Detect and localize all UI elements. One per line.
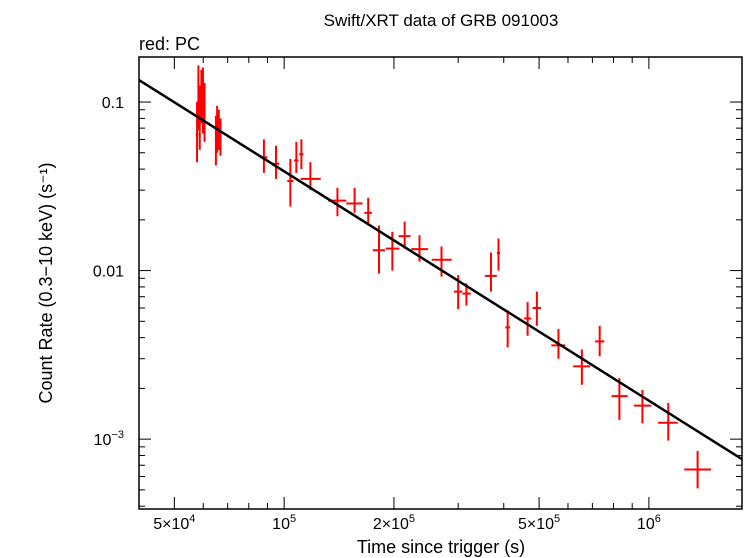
y-tick-labels: 0.1 0.01 10−3 xyxy=(93,95,124,449)
data-point xyxy=(398,221,411,249)
data-point xyxy=(496,238,501,271)
data-point xyxy=(203,82,206,142)
data-point xyxy=(658,402,678,441)
data-point xyxy=(195,102,199,163)
data-point xyxy=(524,302,531,336)
data-point xyxy=(364,197,372,224)
data-point xyxy=(573,349,591,385)
x-tick-label: 5×105 xyxy=(518,513,560,533)
data-point xyxy=(431,246,452,277)
data-point xyxy=(633,389,652,424)
x-tick-label: 106 xyxy=(637,513,661,533)
data-point xyxy=(300,162,321,191)
fit-line-layer xyxy=(138,79,743,461)
data-point xyxy=(611,378,628,420)
data-point xyxy=(219,118,222,156)
data-point xyxy=(505,310,510,348)
data-point xyxy=(484,252,497,292)
data-point xyxy=(272,145,280,179)
chart-title: Swift/XRT data of GRB 091003 xyxy=(324,11,559,30)
data-point xyxy=(294,141,299,173)
fit-line xyxy=(138,79,743,461)
axis-ticks xyxy=(138,57,742,509)
data-point xyxy=(532,291,541,326)
y-tick-label: 0.1 xyxy=(102,95,124,112)
x-tick-labels: 5×104 105 2×105 5×105 106 xyxy=(153,513,661,533)
data-point xyxy=(287,158,294,207)
y-tick-label: 10−3 xyxy=(94,429,124,449)
y-axis-label: Count Rate (0.3−10 keV) (s⁻¹) xyxy=(36,162,56,403)
x-tick-label: 105 xyxy=(272,513,296,533)
data-point xyxy=(595,325,605,357)
plot-frame xyxy=(138,56,743,510)
x-tick-label: 5×104 xyxy=(153,513,195,533)
data-point xyxy=(299,139,304,170)
data-point xyxy=(372,225,385,274)
data-point xyxy=(684,451,711,489)
data-point xyxy=(346,187,363,213)
x-tick-label: 2×105 xyxy=(373,513,415,533)
chart-subtitle: red: PC xyxy=(139,34,200,54)
x-axis-label: Time since trigger (s) xyxy=(357,537,525,557)
y-tick-label: 0.01 xyxy=(93,264,124,281)
